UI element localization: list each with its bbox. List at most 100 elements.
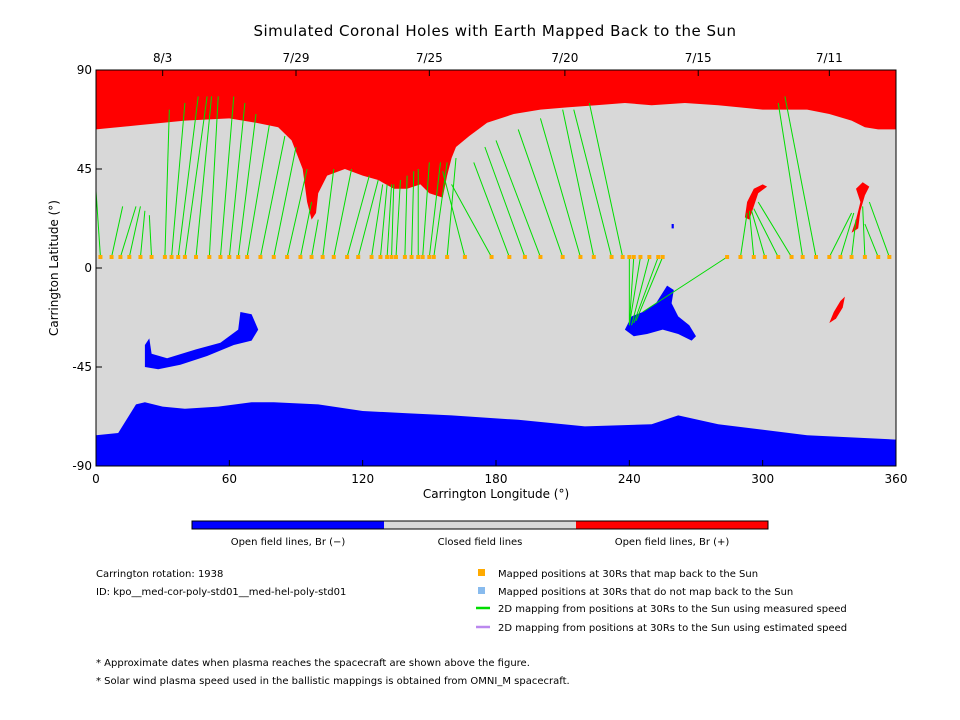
mapped-point [609, 255, 614, 259]
bottom-axis-ticks: 0 60 120 180 240 300 360 [92, 460, 907, 486]
mapping-line [517, 129, 564, 258]
mapped-point [218, 255, 223, 259]
mapping-line [633, 256, 659, 324]
date-tick-label: 7/25 [416, 51, 443, 65]
mapping-line [851, 219, 857, 258]
top-date-axis: 8/3 7/29 7/25 7/20 7/15 7/11 [153, 51, 843, 76]
mapping-line [237, 113, 257, 258]
mapped-point [389, 255, 394, 259]
region-low-latitude-hole-negative [624, 285, 696, 341]
y-tick-label: -45 [72, 360, 92, 374]
legend-label-estimated-speed: 2D mapping from positions at 30Rs to the… [498, 623, 847, 634]
mapping-line [195, 96, 213, 258]
mapped-point [271, 255, 276, 259]
mapped-point [118, 255, 123, 259]
mapping-line [868, 201, 890, 258]
region-north-polar-hole-positive [96, 70, 896, 220]
colorbar-label-closed: Closed field lines [438, 537, 523, 548]
mapped-point [431, 255, 436, 259]
x-tick-label: 0 [92, 472, 100, 486]
mapping-line [208, 96, 219, 258]
mapping-line [628, 256, 641, 326]
date-tick-label: 7/20 [551, 51, 578, 65]
mapped-point [236, 255, 241, 259]
mapped-point [402, 255, 407, 259]
mapping-line [473, 162, 510, 258]
mapping-line [539, 118, 581, 258]
x-tick-label: 300 [751, 472, 774, 486]
mapped-point [591, 255, 596, 259]
mapping-line [246, 124, 270, 258]
mapped-point [776, 255, 781, 259]
region-southern-patch-negative [144, 312, 259, 370]
mapped-point [285, 255, 290, 259]
mapping-line [357, 179, 379, 258]
mapped-point [627, 255, 632, 259]
mapping-line [628, 256, 635, 326]
mapped-point [814, 255, 818, 259]
mapping-line [273, 146, 297, 258]
mapping-line [148, 215, 153, 258]
mapping-line [864, 223, 879, 258]
mapping-line [164, 109, 170, 258]
mapped-point [98, 255, 103, 259]
region-southern-patch-positive [829, 296, 845, 323]
mapped-point [420, 255, 425, 259]
x-tick-label: 240 [618, 472, 641, 486]
y-axis-label: Carrington Latitude (°) [47, 200, 61, 336]
mapped-point [560, 255, 565, 259]
region-south-polar-hole-negative [96, 402, 896, 466]
mapping-line [828, 212, 853, 258]
mapping-line [422, 162, 430, 258]
mapped-point [800, 255, 805, 259]
mapping-line [573, 109, 613, 258]
mapping-line [404, 175, 408, 258]
closed-field-background [96, 70, 896, 466]
mapped-point [409, 255, 414, 259]
mapping-line [562, 109, 595, 258]
mapping-line [748, 210, 755, 258]
mapping-line [171, 102, 186, 258]
mapping-line [228, 102, 246, 258]
mapped-point [656, 255, 661, 259]
mapped-point [331, 255, 336, 259]
mapping-line [322, 168, 335, 258]
legend-label-mapped: Mapped positions at 30Rs that map back t… [498, 569, 758, 580]
mapped-point [647, 255, 652, 259]
mapped-point [762, 255, 767, 259]
mapping-line [286, 168, 308, 258]
mapping-line [333, 168, 353, 258]
mapped-point [258, 255, 263, 259]
mapping-line [411, 171, 415, 258]
legend-label-measured-speed: 2D mapping from positions at 30Rs to the… [498, 604, 847, 615]
mapped-point [427, 255, 432, 259]
mapped-point [207, 255, 212, 259]
mapped-point [538, 255, 543, 259]
mapping-line [753, 208, 779, 258]
mapping-line [128, 206, 141, 258]
mapped-point [320, 255, 325, 259]
mapped-point [838, 255, 843, 259]
mapping-line [139, 210, 146, 258]
region-small-hole-fragment-negative [671, 224, 674, 229]
mapping-line [299, 201, 313, 258]
mapping-line [631, 256, 650, 326]
mapped-point [162, 255, 167, 259]
mapping-line [119, 206, 137, 258]
date-tick-label: 7/15 [685, 51, 712, 65]
legend-swatch-mapped [478, 569, 485, 576]
mapping-line [371, 184, 384, 258]
mapped-point [789, 255, 794, 259]
mapped-point [578, 255, 583, 259]
colorbar-frame [191, 520, 769, 530]
coronal-hole-regions [96, 70, 896, 466]
mapping-line [635, 256, 664, 321]
mapped-point [862, 255, 867, 259]
carrington-rotation-text: Carrington rotation: 1938 [96, 569, 223, 580]
mapped-point [522, 255, 527, 259]
legend-label-unmapped: Mapped positions at 30Rs that do not map… [498, 587, 793, 598]
mapping-line [219, 96, 235, 258]
x-tick-label: 180 [485, 472, 508, 486]
region-northern-patch-positive-1 [744, 184, 768, 220]
y-tick-label: 45 [77, 162, 92, 176]
